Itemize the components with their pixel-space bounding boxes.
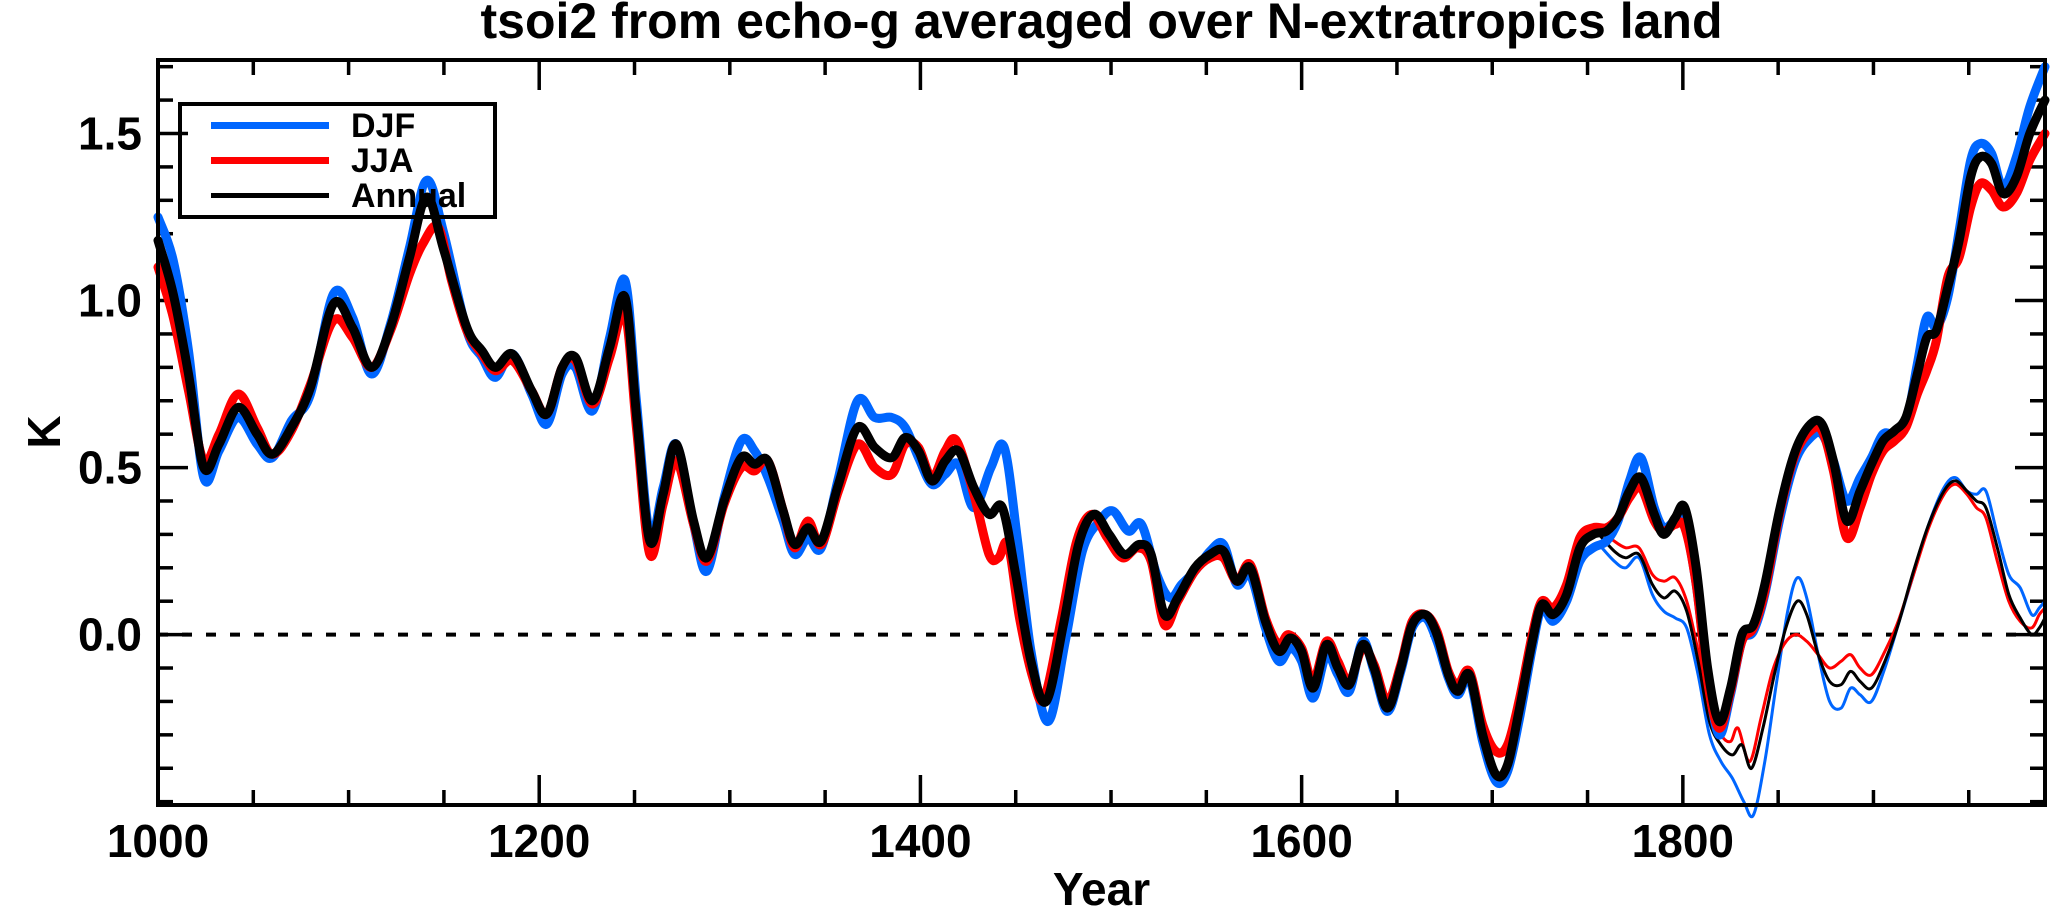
- x-tick-label: 1800: [1632, 815, 1734, 867]
- y-tick-label: 0.0: [78, 609, 142, 661]
- y-tick-label: 1.5: [78, 107, 142, 159]
- series-line-jja-thin-unforced-branch-: [1597, 482, 2047, 764]
- x-tick-label: 1600: [1250, 815, 1352, 867]
- legend-label-djf: DJF: [351, 106, 416, 145]
- chart-title: tsoi2 from echo-g averaged over N-extrat…: [480, 0, 1723, 49]
- x-tick-label: 1000: [107, 815, 209, 867]
- x-tick-label: 1400: [869, 815, 971, 867]
- x-axis-title: Year: [1052, 863, 1151, 915]
- plot-border: [156, 58, 2047, 807]
- djf-line-swatch: [211, 122, 329, 129]
- legend-box: DJF JJA Annual: [178, 102, 497, 219]
- y-tick-label: 0.5: [78, 442, 142, 494]
- legend-item-djf: DJF: [211, 109, 493, 143]
- legend-item-annual: Annual: [211, 179, 493, 213]
- annual-line-swatch: [211, 193, 329, 198]
- series-line-djf-thin-unforced-branch-: [1597, 476, 2047, 819]
- legend-item-jja: JJA: [211, 144, 493, 178]
- legend-label-jja: JJA: [351, 141, 414, 180]
- x-tick-label: 1200: [488, 815, 590, 867]
- legend-label-annual: Annual: [351, 176, 467, 215]
- y-tick-label: 1.0: [78, 275, 142, 327]
- jja-line-swatch: [211, 157, 329, 164]
- series-line-annual-thin-unforced-branch-: [1597, 479, 2047, 770]
- series-line-annual: [153, 95, 2050, 782]
- y-axis-title: K: [18, 415, 70, 449]
